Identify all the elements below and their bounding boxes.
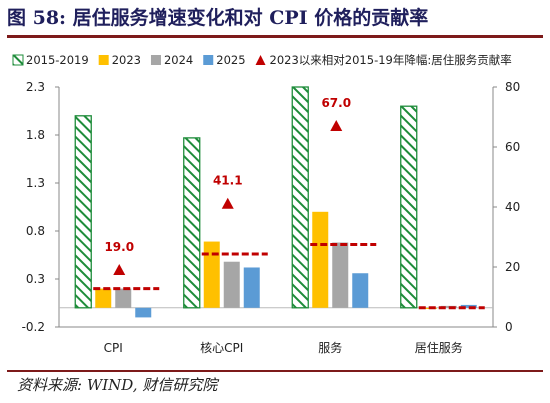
bar-2024-核心CPI (223, 261, 240, 308)
marker-triangle-服务 (330, 120, 343, 131)
legend-swatch-2024 (150, 55, 161, 65)
data-label-CPI: 19.0 (104, 240, 134, 254)
chart-legend: 2015-2019 2023 2024 2025 2023以来相对2015-19年降幅:… (12, 53, 512, 67)
y-left-tick-label: 2.3 (26, 80, 45, 94)
data-label-服务: 67.0 (321, 96, 351, 110)
y-right-tick-label: 60 (505, 140, 520, 154)
marker-triangle-CPI (113, 264, 126, 275)
bar-2023-CPI (95, 288, 112, 308)
x-category-label: CPI (104, 341, 123, 355)
data-label-核心CPI: 41.1 (213, 174, 243, 188)
bar-2015-2019-CPI (74, 115, 92, 309)
bar-2025-服务 (352, 273, 369, 308)
y-left-tick-label: 1.8 (26, 128, 45, 142)
legend-label-2025: 2025 (216, 53, 245, 67)
y-right-tick-label: 0 (505, 320, 513, 334)
bar-2015-2019-服务 (291, 86, 309, 309)
legend-swatch-2025 (203, 55, 214, 65)
y-left-tick-label: 1.3 (26, 176, 45, 190)
bar-2015-2019-核心CPI (183, 137, 201, 309)
legend-swatch-2023 (98, 55, 109, 65)
legend-label-2023以来相对2015-19年降幅:居住服务贡献率: 2023以来相对2015-19年降幅:居住服务贡献率 (270, 53, 512, 67)
legend-label-2015-2019: 2015-2019 (26, 53, 89, 67)
legend-swatch-2015-2019 (12, 54, 24, 66)
bar-2023-服务 (312, 211, 329, 308)
legend-label-2024: 2024 (164, 53, 193, 67)
y-right-tick-label: 80 (505, 80, 520, 94)
source-note: 资料来源: WIND, 财信研究院 (17, 376, 218, 394)
plot-area: -0.2 0.3 0.8 1.3 1.8 2.3 0 20 40 60 80 19.0 CPI 41.1 核… (22, 80, 521, 355)
y-right-tick-label: 20 (505, 260, 520, 274)
y-left-tick-label: -0.2 (22, 320, 45, 334)
bar-2025-CPI (135, 307, 152, 318)
title-divider (7, 35, 543, 38)
source-divider (7, 370, 543, 372)
x-category-label: 核心CPI (200, 341, 243, 355)
x-category-label: 居住服务 (415, 340, 463, 355)
bar-chart: 2015-2019 2023 2024 2025 2023以来相对2015-19年降幅:… (12, 53, 521, 355)
bar-2015-2019-居住服务 (400, 105, 418, 309)
y-left-tick-label: 0.8 (26, 224, 45, 238)
figure-title: 图 58: 居住服务增速变化和对 CPI 价格的贡献率 (7, 7, 429, 29)
y-left-tick-label: 0.3 (26, 272, 45, 286)
bar-2024-服务 (332, 242, 349, 308)
y-right-tick-label: 40 (505, 200, 520, 214)
x-category-label: 服务 (318, 340, 342, 355)
bar-2023-核心CPI (203, 241, 220, 308)
marker-triangle-核心CPI (221, 197, 234, 209)
legend-label-2023: 2023 (112, 53, 141, 67)
bar-2025-核心CPI (243, 267, 260, 308)
legend-marker-2023以来相对2015-19年降幅:居住服务贡献率 (255, 55, 266, 65)
bar-2024-CPI (115, 288, 132, 308)
